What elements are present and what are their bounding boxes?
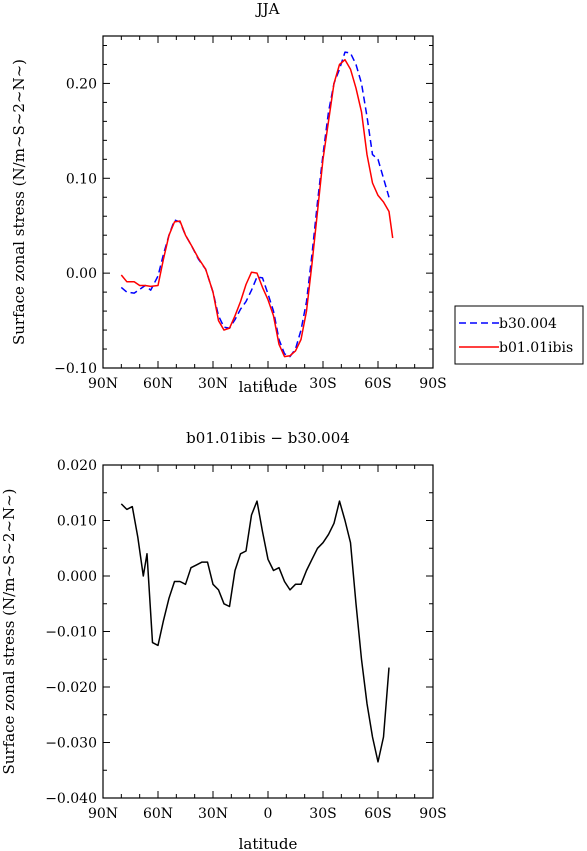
y-tick-label: −0.010	[45, 625, 97, 641]
x-tick-label: 30N	[198, 806, 228, 822]
x-tick-label: 90S	[419, 376, 446, 392]
x-axis-ticks: 90N 60N 30N 0 30S 60S 90S	[88, 465, 447, 822]
y-tick-label: 0.10	[66, 171, 97, 187]
y-axis-label: Surface zonal stress (N/m~S~2~N~)	[10, 59, 28, 345]
y-axis-ticks: −0.10 0.00 0.10 0.20	[54, 44, 433, 377]
y-tick-label: 0.000	[57, 569, 97, 585]
legend-label: b30.004	[499, 316, 557, 332]
y-tick-label: 0.20	[66, 76, 97, 92]
x-tick-label: 30S	[309, 376, 336, 392]
x-tick-label: 60S	[364, 376, 391, 392]
x-tick-label: 90N	[88, 376, 118, 392]
legend-label: b01.01ibis	[499, 340, 573, 356]
x-tick-label: 30S	[309, 806, 336, 822]
x-axis-ticks: 90N 60N 30N 0 30S 60S 90S	[88, 36, 447, 392]
x-tick-label: 0	[264, 376, 273, 392]
chart-title: b01.01ibis − b30.004	[186, 429, 350, 447]
series-line-b01.01ibis	[120, 58, 394, 358]
legend-box	[454, 305, 584, 365]
x-tick-label: 60N	[143, 376, 173, 392]
x-axis-label: latitude	[239, 378, 298, 396]
x-tick-label: 60N	[143, 806, 173, 822]
chart-title: JJA	[255, 0, 280, 18]
y-tick-label: −0.040	[45, 791, 97, 807]
y-tick-label: −0.10	[54, 361, 97, 377]
chart-panel-1: JJA 90N 60N 30N 0 30S 60S 90S −0.10 0.00 0.10 0.20 l…	[10, 0, 584, 396]
x-tick-label: 60S	[364, 806, 391, 822]
x-tick-label: 30N	[198, 376, 228, 392]
y-tick-label: −0.020	[45, 680, 97, 696]
series-line-diff-1	[120, 500, 390, 763]
y-tick-label: 0.020	[57, 458, 97, 474]
x-tick-label: 0	[264, 806, 273, 822]
y-axis-label: Surface zonal stress (N/m~S~2~N~)	[0, 488, 18, 774]
x-tick-label: 90S	[419, 806, 446, 822]
y-tick-label: 0.010	[57, 514, 97, 530]
y-tick-label: 0.00	[66, 266, 97, 282]
legend: b30.004 b01.01ibis	[454, 305, 584, 365]
y-tick-label: −0.030	[45, 736, 97, 752]
x-tick-label: 90N	[88, 806, 118, 822]
y-axis-ticks: −0.040 −0.030 −0.020 −0.010 0.000 0.010 0.020	[45, 458, 433, 807]
series-line-b30.004	[120, 51, 390, 358]
x-axis-label: latitude	[239, 835, 298, 851]
